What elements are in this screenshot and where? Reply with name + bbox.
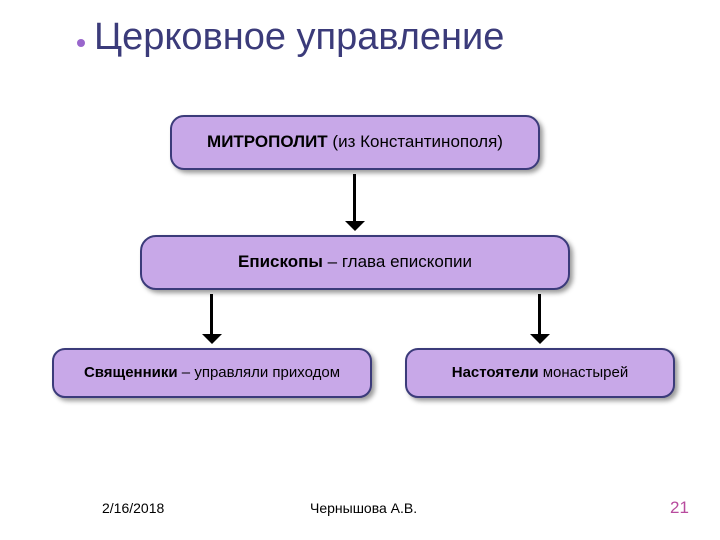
node-abbots: Настоятели монастырей: [405, 348, 675, 398]
arrow-1-line: [353, 174, 356, 221]
arrow-1-head: [345, 221, 365, 231]
arrow-3-line: [538, 294, 541, 334]
node-bishops-label: Епископы – глава епископии: [230, 252, 480, 272]
footer-author: Чернышова А.В.: [310, 500, 417, 516]
node-priests-label: Священники – управляли приходом: [76, 364, 348, 382]
title-bullet: [77, 39, 85, 47]
arrow-2-line: [210, 294, 213, 334]
arrow-3-head: [530, 334, 550, 344]
footer-date: 2/16/2018: [102, 500, 164, 516]
slide-title: Церковное управление: [94, 16, 504, 59]
footer-page: 21: [670, 498, 689, 518]
node-abbots-label: Настоятели монастырей: [444, 364, 637, 382]
node-bishops: Епископы – глава епископии: [140, 235, 570, 290]
node-metropolitan: МИТРОПОЛИТ (из Константинополя): [170, 115, 540, 170]
node-priests: Священники – управляли приходом: [52, 348, 372, 398]
slide: { "title": { "text": "Церковное управлен…: [0, 0, 720, 540]
node-metropolitan-label: МИТРОПОЛИТ (из Константинополя): [199, 132, 511, 152]
arrow-2-head: [202, 334, 222, 344]
